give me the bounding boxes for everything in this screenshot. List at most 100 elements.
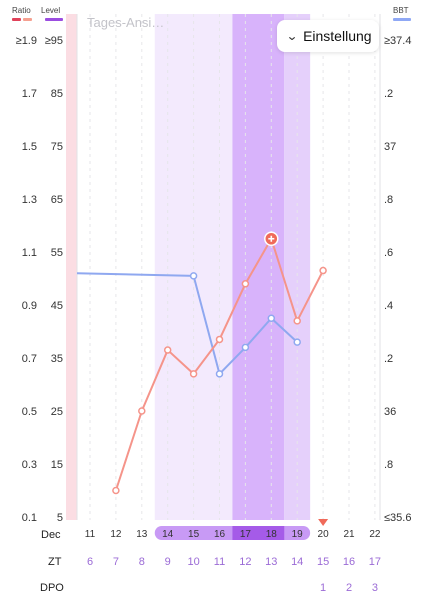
ratio-legend-swatch-light xyxy=(23,18,32,21)
y-tick-bbt: .4 xyxy=(384,300,393,312)
day-label-13: 13 xyxy=(136,529,148,540)
y-tick-bbt: .8 xyxy=(384,194,393,206)
y-tick-level: 25 xyxy=(51,406,63,418)
day-label-12: 12 xyxy=(110,529,122,540)
day-label-22: 22 xyxy=(369,529,381,540)
zt-label-11: 6 xyxy=(87,556,93,568)
y-tick-ratio: 1.7 xyxy=(22,88,37,100)
y-tick-bbt: ≥37.4 xyxy=(384,35,411,47)
day-label-18: 18 xyxy=(266,529,278,540)
chevron-down-icon: ⌄ xyxy=(285,29,299,43)
y-tick-level: 55 xyxy=(51,247,63,259)
y-tick-level: 15 xyxy=(51,459,63,471)
ratio-legend-swatch-dark xyxy=(12,18,21,21)
phase-bands xyxy=(66,14,311,520)
y-tick-bbt: 36 xyxy=(384,406,396,418)
day-label-21: 21 xyxy=(343,529,355,540)
dpo-label-20: 1 xyxy=(320,582,326,594)
zt-labels: 6 7 8 9 10 11 12 13 14 15 16 17 xyxy=(87,556,381,568)
ratio-point-16 xyxy=(215,335,224,344)
settings-button[interactable]: ⌄ Einstellung xyxy=(277,20,379,52)
y-tick-ratio: 0.3 xyxy=(22,459,37,471)
ratio-point-12 xyxy=(112,486,120,495)
bbt-legend-label: BBT xyxy=(393,6,409,15)
dpo-labels: 1 2 3 xyxy=(320,582,378,594)
period-band xyxy=(66,14,77,520)
y-tick-ratio: 0.1 xyxy=(22,512,37,524)
y-tick-level: 75 xyxy=(51,141,63,153)
y-tick-bbt: .6 xyxy=(384,247,393,259)
y-axis-level-labels: ≥95 85 75 65 55 45 35 25 15 5 xyxy=(45,35,63,524)
zt-label-15: 10 xyxy=(187,556,199,568)
settings-label: Einstellung xyxy=(303,28,372,44)
day-labels: 11 12 13 14 15 16 17 18 19 20 21 22 xyxy=(85,529,381,540)
ratio-point-19 xyxy=(293,317,301,325)
day-label-19: 19 xyxy=(292,529,304,540)
zt-label-21: 16 xyxy=(343,556,355,568)
y-tick-level: 5 xyxy=(57,512,63,524)
y-tick-ratio: 1.1 xyxy=(22,247,37,259)
level-legend-label: Level xyxy=(41,6,60,15)
zt-label-19: 14 xyxy=(291,556,303,568)
ratio-point-20 xyxy=(319,266,327,275)
y-tick-bbt: 37 xyxy=(384,141,396,153)
legend: Ratio Level BBT xyxy=(12,6,411,21)
y-tick-ratio: 1.3 xyxy=(22,194,37,206)
y-tick-bbt: .2 xyxy=(384,88,393,100)
y-tick-bbt: ≤35.6 xyxy=(384,512,411,524)
dpo-label-21: 2 xyxy=(346,582,352,594)
today-marker-icon xyxy=(318,519,329,526)
row-label-dec: Dec xyxy=(41,529,61,541)
row-label-zt: ZT xyxy=(48,556,62,568)
bbt-point-19 xyxy=(293,338,301,346)
dpo-label-22: 3 xyxy=(372,582,378,594)
day-label-15: 15 xyxy=(188,529,200,540)
bbt-point-18 xyxy=(267,314,276,322)
zt-label-14: 9 xyxy=(165,556,171,568)
data-lines xyxy=(76,231,327,495)
peak-band xyxy=(232,14,285,520)
level-legend-swatch xyxy=(45,18,63,21)
row-label-dpo: DPO xyxy=(40,582,64,594)
day-label-17: 17 xyxy=(240,529,252,540)
y-axis-bbt-labels: ≥37.4 .2 37 .8 .6 .4 .2 36 .8 ≤35.6 xyxy=(384,35,411,524)
bbt-point-17 xyxy=(241,343,250,352)
day-label-16: 16 xyxy=(214,529,226,540)
day-label-20: 20 xyxy=(318,529,330,540)
y-tick-bbt: .8 xyxy=(384,459,393,471)
bbt-point-15 xyxy=(189,272,198,280)
y-tick-level: 35 xyxy=(51,353,63,365)
grid-lines xyxy=(76,14,381,520)
bbt-point-16 xyxy=(215,370,224,378)
y-tick-ratio: 0.9 xyxy=(22,300,37,312)
bbt-legend-swatch xyxy=(393,18,411,21)
day-label-14: 14 xyxy=(162,529,174,540)
pill-bar xyxy=(154,519,329,540)
y-tick-ratio: 0.7 xyxy=(22,353,37,365)
zt-label-17: 12 xyxy=(239,556,251,568)
bbt-line xyxy=(76,272,298,375)
y-tick-bbt: .2 xyxy=(384,353,393,365)
zt-label-16: 11 xyxy=(214,556,225,568)
zt-label-13: 8 xyxy=(139,556,145,568)
y-tick-level: ≥95 xyxy=(45,35,63,47)
zt-label-22: 17 xyxy=(369,556,381,568)
y-tick-ratio: ≥1.9 xyxy=(16,35,37,47)
y-tick-level: 45 xyxy=(51,300,63,312)
day-label-11: 11 xyxy=(85,529,96,540)
ratio-legend-label: Ratio xyxy=(12,6,31,15)
y-tick-level: 85 xyxy=(51,88,63,100)
y-axis-ratio-labels: ≥1.9 1.7 1.5 1.3 1.1 0.9 0.7 0.5 0.3 0.1 xyxy=(16,35,37,524)
pill-bar-peak xyxy=(232,526,285,540)
ratio-point-17 xyxy=(241,280,250,288)
y-tick-ratio: 0.5 xyxy=(22,406,37,418)
bottom-rows: Dec ZT DPO xyxy=(40,529,64,594)
ratio-point-14 xyxy=(163,346,172,354)
zt-label-18: 13 xyxy=(265,556,277,568)
y-tick-ratio: 1.5 xyxy=(22,141,37,153)
y-tick-level: 65 xyxy=(51,194,63,206)
ratio-point-13 xyxy=(138,407,146,415)
day-view-label[interactable]: Tages-Ansi… xyxy=(87,15,164,30)
zt-label-20: 15 xyxy=(317,556,329,568)
